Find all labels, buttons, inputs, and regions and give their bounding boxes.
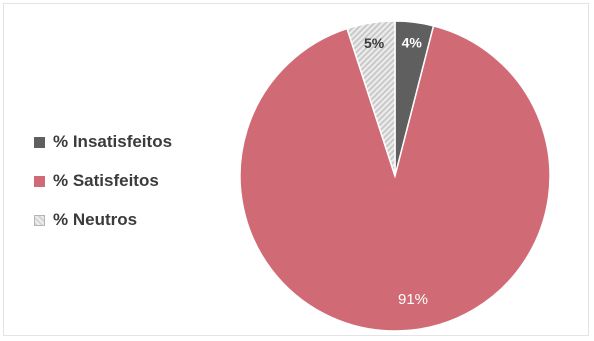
legend: % Insatisfeitos % Satisfeitos % Neutros xyxy=(34,128,172,245)
legend-label-neutros: % Neutros xyxy=(53,210,138,229)
legend-swatch-neutros xyxy=(34,214,45,226)
legend-swatch-insatisfeitos xyxy=(34,136,45,148)
legend-item-insatisfeitos: % Insatisfeitos xyxy=(34,128,172,156)
legend-label-insatisfeitos: % Insatisfeitos xyxy=(53,132,173,151)
legend-swatch-satisfeitos xyxy=(34,175,45,187)
data-label-satisfeitos: 91% xyxy=(398,291,428,308)
data-label-neutros: 5% xyxy=(364,35,385,51)
data-label-insatisfeitos: 4% xyxy=(402,34,423,50)
legend-label-satisfeitos: % Satisfeitos xyxy=(53,171,159,190)
legend-item-neutros: % Neutros xyxy=(34,206,172,234)
pie-slice-neutros xyxy=(346,20,396,177)
pie-slice-satisfeitos xyxy=(239,24,551,332)
legend-item-satisfeitos: % Satisfeitos xyxy=(34,167,172,195)
